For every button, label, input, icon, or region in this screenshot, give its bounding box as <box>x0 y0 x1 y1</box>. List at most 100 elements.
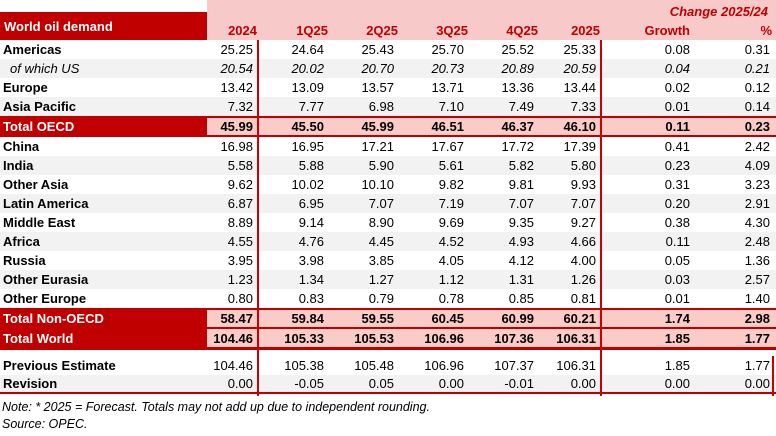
row-value: 6.87 <box>227 196 253 211</box>
row-value: 20.02 <box>291 61 324 76</box>
row-value: 1.85 <box>664 330 690 346</box>
footer-notes: Note: * 2025 = Forecast. Totals may not … <box>0 394 776 433</box>
row-label: India <box>3 158 34 173</box>
table-row: Previous Estimate 104.46 105.38 105.48 1… <box>0 356 776 375</box>
row-value: 59.84 <box>291 311 324 326</box>
row-value: 105.33 <box>284 330 324 346</box>
row-value: 5.90 <box>368 158 394 173</box>
table-row: Middle East 8.89 9.14 8.90 9.69 9.35 9.2… <box>0 213 776 232</box>
table-row: Other Europe 0.80 0.83 0.79 0.78 0.85 0.… <box>0 289 776 308</box>
row-value: 1.77 <box>744 330 770 346</box>
row-value: 0.80 <box>227 291 253 306</box>
row-value: 105.38 <box>284 358 324 373</box>
row-label: Total World <box>0 329 207 347</box>
row-value: 60.21 <box>563 311 596 326</box>
column-header-pct: % <box>760 22 772 38</box>
row-value: 105.53 <box>354 330 394 346</box>
row-value: 9.62 <box>227 177 253 192</box>
table-row: Total World 104.46 105.33 105.53 106.96 … <box>0 329 776 350</box>
row-value: 1.26 <box>570 272 596 287</box>
row-value: 59.55 <box>361 311 394 326</box>
column-rule-right <box>772 356 774 396</box>
row-value: 1.12 <box>438 272 464 287</box>
row-value: -0.05 <box>294 376 324 391</box>
table-gap <box>0 350 776 356</box>
row-value: 4.00 <box>570 253 596 268</box>
table-row: Revision 0.00 -0.05 0.05 0.00 -0.01 0.00… <box>0 375 776 394</box>
row-value: 46.51 <box>431 119 464 134</box>
row-value: 58.47 <box>220 311 253 326</box>
row-value: 10.10 <box>361 177 394 192</box>
row-value: 0.23 <box>664 158 690 173</box>
row-value: 17.39 <box>563 139 596 154</box>
row-value: 1.23 <box>227 272 253 287</box>
row-value: 0.20 <box>664 196 690 211</box>
row-value: 5.80 <box>570 158 596 173</box>
row-value: 4.30 <box>744 215 770 230</box>
row-value: 0.04 <box>664 61 690 76</box>
row-value: 0.05 <box>368 376 394 391</box>
row-value: 25.70 <box>431 42 464 57</box>
row-value: 0.00 <box>664 376 690 391</box>
table-row: Other Eurasia 1.23 1.34 1.27 1.12 1.31 1… <box>0 270 776 289</box>
row-value: 6.98 <box>368 99 394 114</box>
row-value: 20.54 <box>220 61 253 76</box>
column-header-1q25: 1Q25 <box>296 22 328 38</box>
row-label: Other Europe <box>3 291 87 306</box>
row-value: 25.33 <box>563 42 596 57</box>
row-value: 0.11 <box>665 234 690 249</box>
row-value: 25.52 <box>501 42 534 57</box>
row-value: 46.37 <box>501 119 534 134</box>
row-value: 4.93 <box>508 234 534 249</box>
row-value: 106.31 <box>556 330 596 346</box>
row-value: 7.19 <box>438 196 464 211</box>
row-value: 24.64 <box>291 42 324 57</box>
row-value: 5.88 <box>298 158 324 173</box>
row-value: 1.85 <box>664 358 690 373</box>
row-value: 20.70 <box>361 61 394 76</box>
row-value: 9.82 <box>438 177 464 192</box>
row-value: 0.08 <box>664 42 690 57</box>
row-label: China <box>3 139 40 154</box>
row-value: 4.52 <box>438 234 464 249</box>
row-value: 107.37 <box>494 358 534 373</box>
row-label: Total OECD <box>0 118 207 135</box>
table-header: World oil demand Change 2025/24 2024 1Q2… <box>0 0 776 40</box>
row-value: 0.41 <box>664 139 690 154</box>
row-value: 0.14 <box>744 99 770 114</box>
row-value: 20.73 <box>431 61 464 76</box>
row-value: 5.58 <box>227 158 253 173</box>
row-value: 106.96 <box>424 358 464 373</box>
row-value: 0.02 <box>664 80 690 95</box>
row-value: 7.07 <box>368 196 394 211</box>
row-value: 20.89 <box>501 61 534 76</box>
row-value: 0.83 <box>298 291 324 306</box>
row-value: 4.55 <box>227 234 253 249</box>
row-value: 1.27 <box>368 272 394 287</box>
row-value: 9.35 <box>508 215 534 230</box>
row-value: 9.27 <box>570 215 596 230</box>
row-value: 4.76 <box>298 234 324 249</box>
row-value: 6.95 <box>298 196 324 211</box>
row-label: of which US <box>10 61 80 76</box>
row-value: 13.42 <box>220 80 253 95</box>
row-value: 0.23 <box>744 119 770 134</box>
row-value: 13.44 <box>563 80 596 95</box>
row-label: Middle East <box>3 215 76 230</box>
row-value: 17.67 <box>431 139 464 154</box>
row-label: Asia Pacific <box>3 99 76 114</box>
row-value: 0.31 <box>664 177 690 192</box>
row-value: 0.12 <box>744 80 770 95</box>
row-value: 0.01 <box>664 291 690 306</box>
row-value: 0.85 <box>508 291 534 306</box>
row-value: 4.45 <box>368 234 394 249</box>
table-row: of which US 20.54 20.02 20.70 20.73 20.8… <box>0 59 776 78</box>
row-label: Previous Estimate <box>3 358 116 373</box>
table-row: Europe 13.42 13.09 13.57 13.71 13.36 13.… <box>0 78 776 97</box>
row-value: 0.00 <box>227 376 253 391</box>
row-value: 25.43 <box>361 42 394 57</box>
row-value: 7.33 <box>570 99 596 114</box>
row-value: 13.09 <box>291 80 324 95</box>
row-label: Revision <box>3 376 58 391</box>
